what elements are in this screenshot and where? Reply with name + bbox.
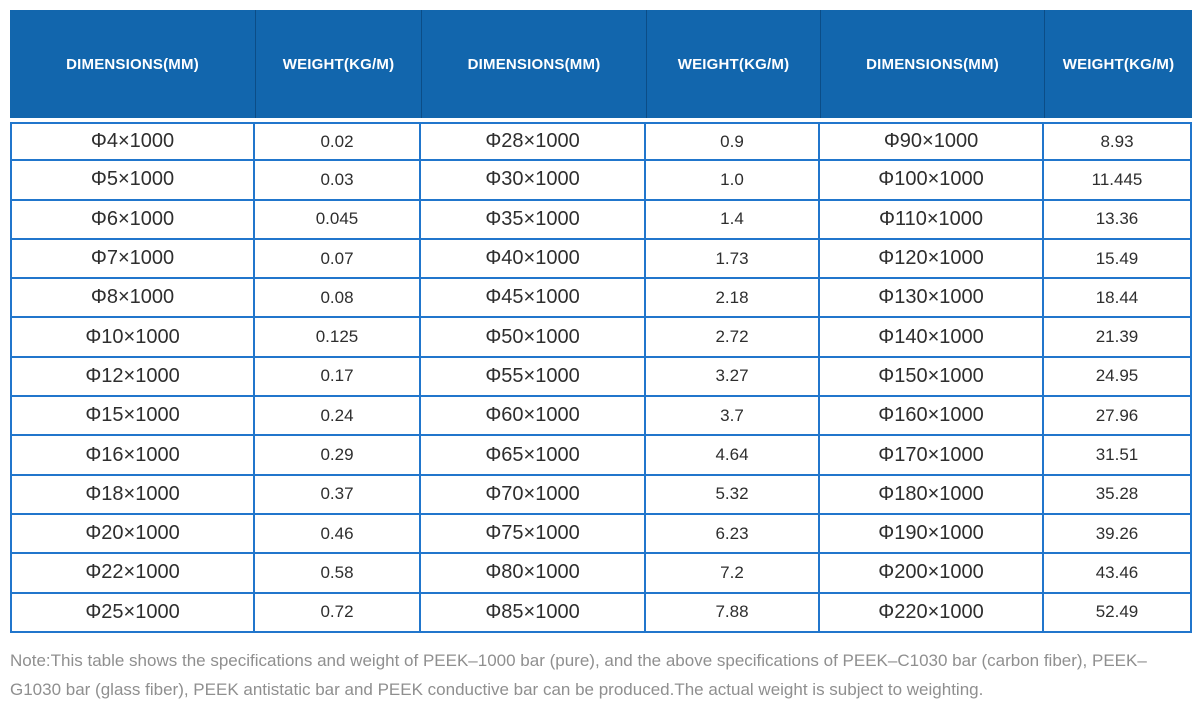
dimension-cell: Φ45×1000: [421, 279, 646, 319]
column-header-weight-1: WEIGHT(KG/M): [255, 10, 421, 118]
weight-cell: 4.64: [646, 436, 820, 476]
weight-cell: 0.02: [255, 122, 421, 162]
weight-cell: 39.26: [1044, 514, 1192, 555]
table-note: Note:This table shows the specifications…: [10, 650, 1147, 699]
weight-cell: 1.0: [646, 161, 820, 201]
dimension-cell: Φ20×1000: [10, 514, 255, 555]
dimension-cell: Φ55×1000: [421, 357, 646, 398]
dimension-cell: Φ15×1000: [10, 397, 255, 437]
dimension-cell: Φ7×1000: [10, 239, 255, 280]
weight-cell: 1.73: [646, 239, 820, 280]
weight-cell: 0.9: [646, 122, 820, 162]
weight-cell: 0.29: [255, 436, 421, 476]
weight-cell: 0.17: [255, 357, 421, 398]
dimension-cell: Φ220×1000: [820, 593, 1044, 633]
weight-cell: 15.49: [1044, 239, 1192, 280]
dimension-cell: Φ50×1000: [421, 318, 646, 358]
dimension-cell: Φ60×1000: [421, 397, 646, 437]
dimension-cell: Φ28×1000: [421, 122, 646, 162]
weight-cell: 11.445: [1044, 161, 1192, 201]
weight-cell: 31.51: [1044, 436, 1192, 476]
weight-cell: 13.36: [1044, 200, 1192, 240]
weight-cell: 3.27: [646, 357, 820, 398]
weight-cell: 0.08: [255, 279, 421, 319]
dimension-cell: Φ5×1000: [10, 161, 255, 201]
weight-cell: 0.37: [255, 475, 421, 515]
dimension-cell: Φ190×1000: [820, 514, 1044, 555]
dimension-cell: Φ130×1000: [820, 279, 1044, 319]
dimension-cell: Φ35×1000: [421, 200, 646, 240]
weight-cell: 21.39: [1044, 318, 1192, 358]
weight-cell: 1.4: [646, 200, 820, 240]
weight-cell: 0.07: [255, 239, 421, 280]
weight-cell: 0.045: [255, 200, 421, 240]
dimension-cell: Φ18×1000: [10, 475, 255, 515]
dimension-cell: Φ30×1000: [421, 161, 646, 201]
dimension-cell: Φ120×1000: [820, 239, 1044, 280]
column-header-weight-3: WEIGHT(KG/M): [1044, 10, 1192, 118]
dimension-cell: Φ110×1000: [820, 200, 1044, 240]
weight-cell: 0.125: [255, 318, 421, 358]
dimension-cell: Φ170×1000: [820, 436, 1044, 476]
weight-cell: 6.23: [646, 514, 820, 555]
weight-cell: 24.95: [1044, 357, 1192, 398]
weight-cell: 0.58: [255, 554, 421, 594]
dimension-cell: Φ4×1000: [10, 122, 255, 162]
weight-cell: 7.2: [646, 554, 820, 594]
column-header-dimensions-2: DIMENSIONS(MM): [421, 10, 646, 118]
weight-cell: 35.28: [1044, 475, 1192, 515]
weight-cell: 2.72: [646, 318, 820, 358]
dimension-cell: Φ160×1000: [820, 397, 1044, 437]
weight-cell: 8.93: [1044, 122, 1192, 162]
dimension-cell: Φ180×1000: [820, 475, 1044, 515]
weight-cell: 0.24: [255, 397, 421, 437]
dimension-cell: Φ22×1000: [10, 554, 255, 594]
dimension-cell: Φ150×1000: [820, 357, 1044, 398]
dimension-cell: Φ16×1000: [10, 436, 255, 476]
dimension-cell: Φ70×1000: [421, 475, 646, 515]
weight-cell: 3.7: [646, 397, 820, 437]
weight-cell: 18.44: [1044, 279, 1192, 319]
weight-cell: 27.96: [1044, 397, 1192, 437]
dimension-cell: Φ100×1000: [820, 161, 1044, 201]
dimension-cell: Φ40×1000: [421, 239, 646, 280]
weight-cell: 0.03: [255, 161, 421, 201]
dimension-cell: Φ85×1000: [421, 593, 646, 633]
dimension-cell: Φ10×1000: [10, 318, 255, 358]
dimension-cell: Φ75×1000: [421, 514, 646, 555]
weight-cell: 0.72: [255, 593, 421, 633]
header-body-gap: [10, 118, 1192, 122]
dimension-cell: Φ25×1000: [10, 593, 255, 633]
weight-cell: 52.49: [1044, 593, 1192, 633]
weight-cell: 5.32: [646, 475, 820, 515]
weight-cell: 43.46: [1044, 554, 1192, 594]
column-header-dimensions-3: DIMENSIONS(MM): [820, 10, 1044, 118]
column-header-dimensions-1: DIMENSIONS(MM): [10, 10, 255, 118]
column-header-weight-2: WEIGHT(KG/M): [646, 10, 820, 118]
dimension-cell: Φ6×1000: [10, 200, 255, 240]
dimension-cell: Φ80×1000: [421, 554, 646, 594]
dimension-cell: Φ65×1000: [421, 436, 646, 476]
weight-cell: 7.88: [646, 593, 820, 633]
dimension-cell: Φ200×1000: [820, 554, 1044, 594]
dimension-cell: Φ12×1000: [10, 357, 255, 398]
dimension-cell: Φ8×1000: [10, 279, 255, 319]
dimension-cell: Φ140×1000: [820, 318, 1044, 358]
dimension-cell: Φ90×1000: [820, 122, 1044, 162]
weight-cell: 0.46: [255, 514, 421, 555]
peek-bar-spec-table: DIMENSIONS(MM) WEIGHT(KG/M) DIMENSIONS(M…: [10, 10, 1192, 633]
weight-cell: 2.18: [646, 279, 820, 319]
